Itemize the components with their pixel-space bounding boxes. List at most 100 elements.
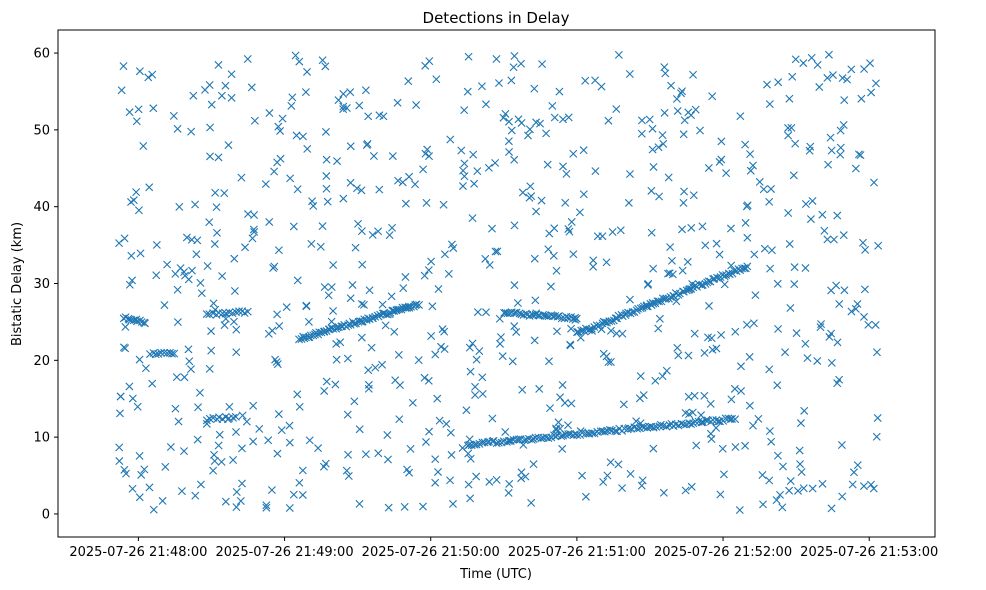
detection-point: [697, 418, 706, 427]
detection-point: [597, 82, 606, 91]
detection-point: [186, 365, 195, 374]
detection-point: [614, 460, 623, 469]
x-tick-label: 2025-07-26 21:49:00: [216, 545, 354, 560]
detection-point: [478, 389, 487, 398]
detection-point: [799, 59, 808, 68]
detection-point: [706, 399, 715, 408]
detection-point: [223, 415, 232, 424]
detection-point: [334, 96, 343, 105]
detection-point: [773, 451, 782, 460]
detection-point: [406, 444, 415, 453]
detection-point: [774, 78, 783, 87]
detection-point: [249, 401, 258, 410]
detection-point: [612, 329, 621, 338]
detection-point: [132, 117, 141, 126]
detection-point: [496, 333, 505, 342]
detection-point: [243, 307, 252, 316]
chart-title: Detections in Delay: [423, 9, 570, 27]
detection-point: [220, 321, 229, 330]
detection-point: [374, 227, 383, 236]
detection-point: [783, 123, 792, 132]
detection-point: [874, 241, 883, 250]
detection-point: [232, 488, 241, 496]
detection-point: [346, 294, 355, 303]
detection-point: [748, 421, 757, 430]
detection-point: [485, 260, 494, 269]
detection-point: [359, 300, 368, 309]
detection-point: [581, 492, 590, 501]
detection-point: [543, 160, 552, 169]
y-tick-label: 20: [33, 354, 50, 369]
detection-point: [286, 174, 295, 183]
detection-point: [745, 401, 754, 410]
detection-point: [806, 142, 815, 151]
detection-point: [589, 256, 598, 265]
detection-point: [765, 197, 774, 206]
detection-point: [857, 94, 866, 103]
detection-point: [578, 471, 587, 480]
detection-point: [648, 124, 657, 133]
detection-point: [536, 119, 545, 128]
detection-point: [656, 420, 665, 429]
detection-point: [687, 420, 695, 429]
detection-point: [285, 503, 294, 512]
detection-point: [440, 327, 449, 336]
detection-point: [745, 352, 754, 361]
detection-point: [626, 469, 635, 478]
detection-point: [606, 458, 615, 467]
detection-point: [348, 280, 357, 289]
detection-point: [488, 414, 497, 423]
detection-point: [481, 100, 490, 109]
detection-point: [308, 197, 317, 206]
detection-point: [205, 218, 214, 227]
detection-point: [145, 483, 154, 492]
detection-point: [599, 478, 608, 487]
detection-point: [248, 234, 257, 243]
detection-point: [605, 425, 614, 434]
detection-point: [765, 365, 774, 374]
detection-point: [408, 398, 417, 407]
detection-point: [504, 488, 513, 497]
detection-point: [320, 386, 329, 395]
detection-point: [237, 444, 246, 453]
detection-point: [206, 123, 215, 132]
detection-point: [736, 112, 745, 121]
detection-point: [778, 462, 787, 471]
detection-point: [667, 256, 676, 265]
detection-point: [149, 104, 158, 113]
detection-point: [472, 440, 481, 449]
detection-point: [285, 421, 294, 430]
detection-point: [145, 183, 154, 192]
detection-point: [173, 318, 182, 327]
detection-point: [741, 218, 750, 227]
detection-point: [847, 307, 856, 316]
detection-point: [364, 384, 373, 393]
detection-point: [604, 358, 613, 367]
detection-point: [854, 150, 863, 159]
detection-point: [171, 404, 180, 413]
detection-point: [134, 105, 143, 114]
detection-point: [813, 60, 822, 69]
detection-point: [209, 299, 218, 308]
detection-point: [575, 208, 584, 217]
detection-point: [412, 300, 421, 309]
detection-point: [388, 223, 397, 232]
detection-point: [719, 470, 728, 479]
detection-point: [555, 87, 564, 96]
detection-point: [867, 88, 876, 97]
detection-point: [350, 397, 359, 406]
detection-point: [121, 322, 130, 331]
detection-point: [473, 167, 482, 176]
detection-point: [166, 443, 175, 452]
detection-point: [546, 282, 555, 291]
detection-point: [475, 347, 484, 356]
detection-point: [525, 125, 534, 134]
detection-point: [433, 467, 442, 476]
y-tick-label: 30: [33, 277, 50, 292]
detection-point: [305, 436, 314, 445]
detection-point: [420, 373, 429, 382]
detection-point: [507, 126, 516, 135]
detection-point: [766, 184, 775, 193]
detection-point: [767, 246, 776, 255]
detection-point: [221, 81, 230, 90]
